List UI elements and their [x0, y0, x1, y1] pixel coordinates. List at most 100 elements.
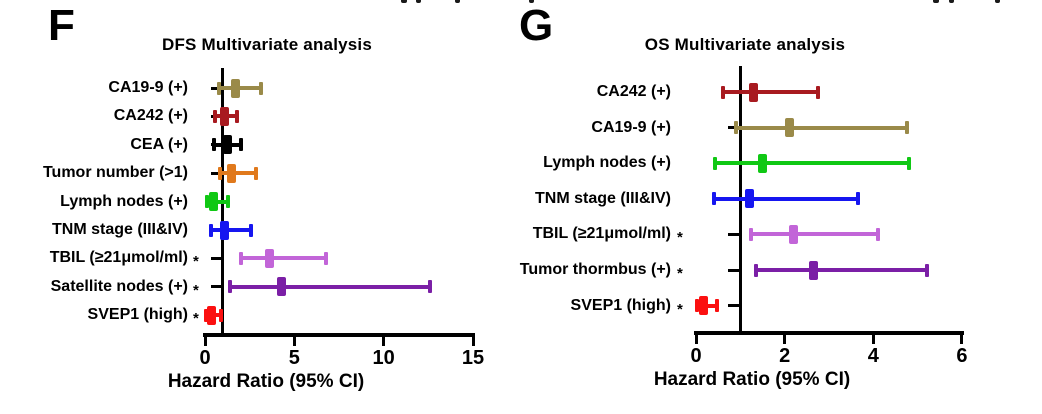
ci-whisker	[715, 161, 909, 166]
row-label: CA242 (+)	[596, 83, 671, 100]
ci-cap-high	[855, 192, 860, 206]
hr-point-marker	[206, 305, 216, 325]
x-axis-tick	[203, 337, 207, 346]
row-label: Lymph nodes (+)	[60, 192, 188, 210]
row-label: Satellite nodes (+)	[50, 277, 188, 295]
ci-cap-low	[753, 263, 758, 277]
ci-whisker	[755, 268, 927, 272]
ci-cap-high	[253, 166, 258, 180]
ci-cap-low	[217, 81, 222, 95]
hr-point-marker	[230, 78, 240, 98]
category-axis-tick	[210, 86, 223, 90]
ci-cap-high	[924, 263, 929, 277]
x-tick-label: 0	[690, 345, 702, 367]
hr-point-marker	[227, 163, 237, 183]
category-axis-tick	[728, 304, 741, 308]
ci-cap-low	[218, 166, 223, 180]
hr-point-marker	[757, 153, 767, 173]
ci-cap-low	[211, 138, 216, 152]
x-axis-tick	[871, 335, 875, 344]
significance-asterisk: *	[193, 253, 199, 271]
significance-asterisk: *	[193, 281, 199, 299]
crop-artifact	[995, 0, 1000, 3]
ci-cap-low	[238, 251, 243, 265]
row-label: TNM stage (III&IV)	[534, 189, 671, 207]
crop-artifact	[949, 0, 954, 3]
category-axis-tick	[210, 285, 223, 289]
hr-point-marker	[698, 296, 708, 316]
x-tick-label: 6	[956, 345, 968, 367]
ci-cap-low	[720, 85, 725, 99]
panel-title-dfs: DFS Multivariate analysis	[161, 35, 373, 54]
panel-letter-G: G	[519, 1, 554, 50]
significance-asterisk: *	[677, 300, 683, 318]
significance-asterisk: *	[193, 310, 199, 328]
ci-whisker	[230, 284, 431, 289]
hr-point-marker	[222, 135, 232, 155]
hr-point-marker	[808, 260, 818, 280]
x-tick-label: 4	[867, 345, 879, 367]
row-label: Lymph nodes (+)	[543, 154, 671, 172]
row-label: CEA (+)	[130, 135, 188, 153]
ci-whisker	[751, 232, 878, 237]
ci-cap-high	[428, 280, 433, 294]
ci-cap-low	[212, 109, 217, 123]
ci-cap-high	[226, 195, 231, 209]
row-label: CA19-9 (+)	[591, 118, 671, 136]
x-axis-line	[203, 333, 475, 337]
ci-cap-low	[203, 308, 208, 322]
ci-cap-low	[694, 299, 699, 313]
ci-whisker	[713, 196, 858, 201]
crop-artifact	[401, 0, 407, 3]
ci-cap-high	[906, 156, 911, 170]
row-label: SVEP1 (high)	[570, 296, 671, 314]
ci-whisker	[220, 171, 256, 176]
ci-cap-high	[815, 85, 820, 99]
ci-cap-high	[714, 299, 719, 313]
row-label: CA19-9 (+)	[108, 79, 188, 96]
category-axis-tick	[728, 232, 741, 236]
hr-point-marker	[784, 118, 794, 138]
x-tick-label: 0	[199, 347, 211, 369]
significance-asterisk: *	[677, 265, 683, 282]
ci-cap-low	[711, 192, 716, 206]
ci-cap-high	[235, 109, 240, 123]
ci-cap-high	[219, 308, 224, 322]
hr-point-marker	[789, 224, 799, 244]
row-label: Tumor number (>1)	[42, 164, 188, 182]
row-label: Tumor thormbus (+)	[519, 261, 671, 278]
crop-artifact	[455, 0, 460, 3]
panel-letter-F: F	[48, 1, 75, 50]
ci-whisker	[211, 228, 252, 232]
hr-point-marker	[264, 248, 274, 268]
ci-cap-high	[238, 138, 243, 152]
row-label: CA242 (+)	[113, 107, 188, 125]
x-tick-label: 5	[288, 347, 300, 369]
hr-point-marker	[220, 220, 230, 240]
ci-cap-low	[204, 195, 209, 209]
category-axis-tick	[210, 171, 223, 175]
x-tick-label: 15	[461, 347, 485, 369]
significance-asterisk: *	[677, 229, 683, 247]
row-label: SVEP1 (high)	[87, 306, 188, 324]
ci-cap-low	[209, 223, 214, 237]
x-axis-tick	[382, 337, 386, 346]
x-axis-tick	[292, 337, 296, 346]
ci-cap-low	[228, 280, 232, 294]
x-tick-label: 2	[779, 345, 791, 367]
ci-cap-low	[713, 156, 718, 170]
x-axis-line	[694, 331, 964, 335]
x-axis-title-os: Hazard Ratio (95% CI)	[653, 369, 851, 390]
crop-artifact	[933, 0, 939, 3]
crop-artifact	[529, 0, 534, 3]
ci-cap-high	[875, 227, 880, 241]
x-axis-tick	[694, 335, 698, 344]
category-axis-tick	[210, 256, 223, 260]
hr-point-marker	[277, 277, 287, 297]
x-axis-tick	[471, 337, 475, 346]
x-axis-tick	[783, 335, 787, 344]
hr-point-marker	[220, 106, 230, 126]
ci-whisker	[219, 86, 262, 90]
row-label: TBIL (≥21μmol/ml)	[49, 249, 188, 267]
